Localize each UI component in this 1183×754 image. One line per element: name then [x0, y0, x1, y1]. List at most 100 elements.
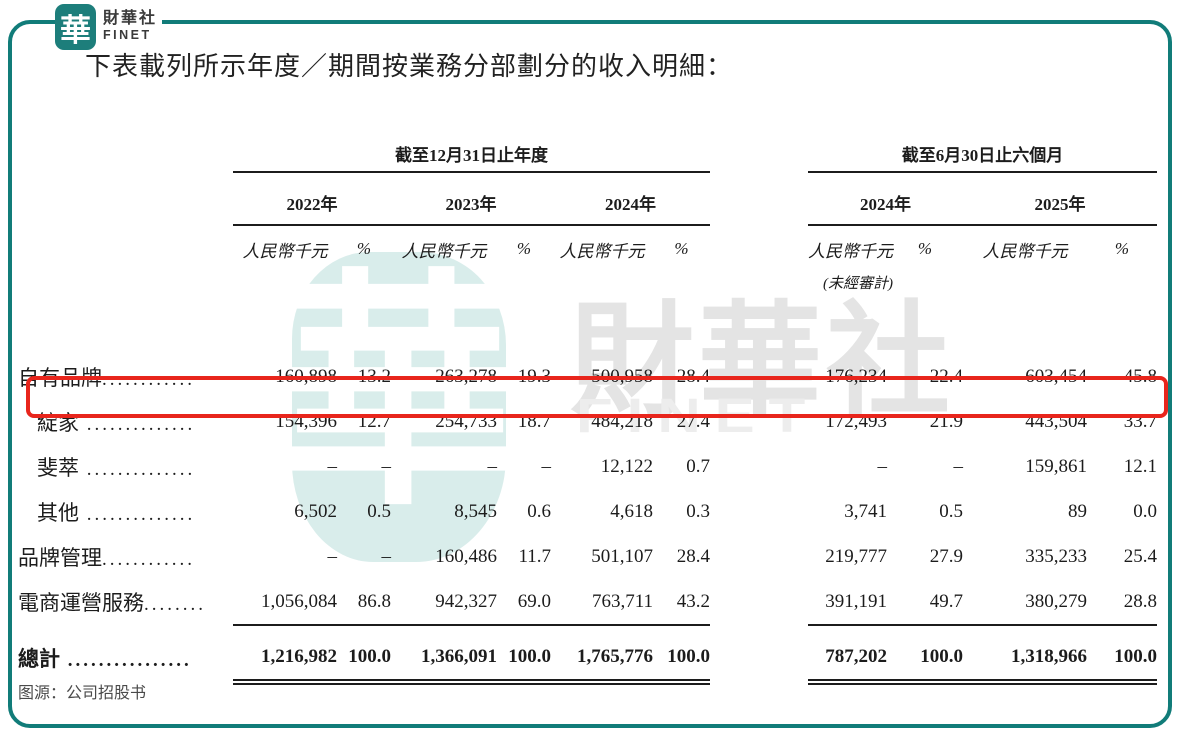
value-cell: –	[877, 455, 888, 477]
row-label-text: 斐萃	[37, 455, 79, 480]
value-cell: 8,545	[454, 500, 497, 522]
pct-cell: 28.4	[676, 545, 710, 567]
column-gap	[710, 399, 808, 444]
column-gap	[710, 534, 808, 579]
pct-cell: 22.4	[929, 365, 963, 387]
row-label-text: 品牌管理	[18, 545, 102, 570]
pct-cell: 12.1	[1123, 455, 1157, 477]
value-cell: 6,502	[294, 500, 337, 522]
row-label: 斐萃 ..............	[18, 444, 233, 489]
total-spacer-row	[18, 625, 1157, 634]
unit-header-row: 人民幣千元 % 人民幣千元 % 人民幣千元 % 人民幣千元 % 人民幣千元 %	[18, 225, 1157, 272]
group-header-interim: 截至6月30日止六個月	[808, 128, 1157, 173]
pct-cell: 28.8	[1087, 579, 1157, 626]
year-header-2022: 2022年	[233, 172, 391, 226]
column-gap	[710, 579, 808, 625]
pct-cell: 18.7	[517, 410, 551, 432]
value-cell: 391,191	[808, 579, 887, 626]
value-cell: 1,216,982	[233, 634, 337, 685]
revenue-table: 截至12月31日止年度 截至6月30日止六個月 2022年 2023年 2024…	[18, 128, 1157, 685]
watermark-seal-logo: 華	[274, 252, 524, 562]
value-cell: 160,486	[435, 545, 497, 567]
row-label: 其他 ..............	[18, 489, 233, 534]
value-cell: 1,765,776	[551, 634, 653, 685]
watermark-seal-character: 華	[274, 258, 524, 535]
pct-cell: 0.7	[686, 455, 710, 477]
row-label-text: 自有品牌	[18, 365, 102, 390]
table-row: 電商運營服務........ 1,056,084 86.8 942,327 69.0 76…	[18, 579, 1157, 626]
column-gap	[710, 634, 808, 682]
watermark-brand-zh: 財華社	[570, 293, 955, 431]
group-header-annual: 截至12月31日止年度	[233, 128, 710, 173]
unit-header-pct: %	[917, 239, 933, 258]
value-cell: 763,711	[551, 579, 653, 626]
value-cell: –	[327, 455, 338, 477]
value-cell: 1,318,966	[963, 634, 1087, 685]
unit-header-pct: %	[1114, 239, 1130, 258]
table-row: 總計 ................ 1,216,982 100.0 1,366,0…	[18, 634, 1157, 685]
pct-cell: 19.3	[517, 365, 551, 387]
value-cell: 500,958	[591, 365, 653, 387]
unaudited-note: (未經審計)	[823, 276, 893, 292]
pct-cell: 11.7	[518, 545, 551, 567]
table-row: 綻家 .............. 154,396 12.7 254,733 18.7 4…	[18, 399, 1157, 444]
year-header-2024-interim: 2024年	[808, 172, 963, 226]
header-body-spacer	[18, 298, 1157, 354]
pct-cell: –	[953, 455, 964, 477]
column-gap	[710, 172, 808, 225]
dot-leader: ........	[144, 594, 206, 615]
row-label: 電商運營服務........	[18, 579, 233, 625]
value-cell: 335,233	[1025, 545, 1087, 567]
pct-cell: 86.8	[337, 579, 391, 626]
value-cell: –	[487, 455, 498, 477]
finet-logo-icon: 華	[55, 4, 96, 50]
pct-cell: 100.0	[653, 634, 710, 685]
table-row: 斐萃 .............. – – – – 12,122 0.7 – – 159,861 1…	[18, 444, 1157, 489]
unit-header-value: 人民幣千元	[808, 241, 893, 261]
value-cell: 501,107	[591, 545, 653, 567]
pct-cell: 43.2	[653, 579, 710, 626]
unit-header-pct: %	[674, 239, 689, 258]
unit-header-pct: %	[356, 239, 372, 258]
pct-cell: –	[381, 455, 392, 477]
unit-header-value: 人民幣千元	[559, 241, 645, 261]
pct-cell: 0.5	[367, 500, 391, 522]
pct-cell: –	[381, 545, 392, 567]
year-header-2025-interim: 2025年	[963, 172, 1157, 226]
column-gap	[710, 354, 808, 399]
value-cell: 154,396	[275, 410, 337, 432]
value-cell: 176,234	[825, 365, 887, 387]
row-label: 總計 ................	[18, 634, 233, 682]
unit-header-pct: %	[516, 239, 532, 258]
pct-cell: 0.0	[1133, 500, 1157, 522]
pct-cell: 33.7	[1123, 410, 1157, 432]
dot-leader: ............	[102, 548, 195, 570]
row-label-text: 其他	[37, 500, 79, 525]
column-gap	[710, 444, 808, 489]
value-cell: 89	[1068, 500, 1087, 522]
value-cell: 172,493	[825, 410, 887, 432]
table-row: 品牌管理............ – – 160,486 11.7 501,107 28.4…	[18, 534, 1157, 579]
page-title: 下表載列所示年度／期間按業務分部劃分的收入明細：	[85, 52, 734, 81]
unaudited-note-row: (未經審計)	[18, 272, 1157, 298]
value-cell: 484,218	[591, 410, 653, 432]
pct-cell: 21.9	[929, 410, 963, 432]
value-cell: 254,733	[435, 410, 497, 432]
value-cell: 1,366,091	[391, 634, 497, 685]
unit-header-value: 人民幣千元	[982, 241, 1068, 261]
pct-cell: 69.0	[497, 579, 551, 626]
finet-logo-character: 華	[60, 12, 91, 48]
pct-cell: 0.5	[939, 500, 963, 522]
value-cell: 787,202	[808, 634, 887, 685]
pct-cell: 12.7	[357, 410, 391, 432]
row-label-text: 總計	[18, 647, 60, 671]
year-header-2023: 2023年	[391, 172, 551, 226]
pct-cell: 45.8	[1123, 365, 1157, 387]
pct-cell: 27.4	[676, 410, 710, 432]
dot-leader: ..............	[79, 503, 196, 525]
table-row: 其他 .............. 6,502 0.5 8,545 0.6 4,618 0.…	[18, 489, 1157, 534]
value-cell: 160,898	[275, 365, 337, 387]
value-cell: –	[327, 545, 338, 567]
value-cell: 3,741	[844, 500, 887, 522]
value-cell: 159,861	[1025, 455, 1087, 477]
